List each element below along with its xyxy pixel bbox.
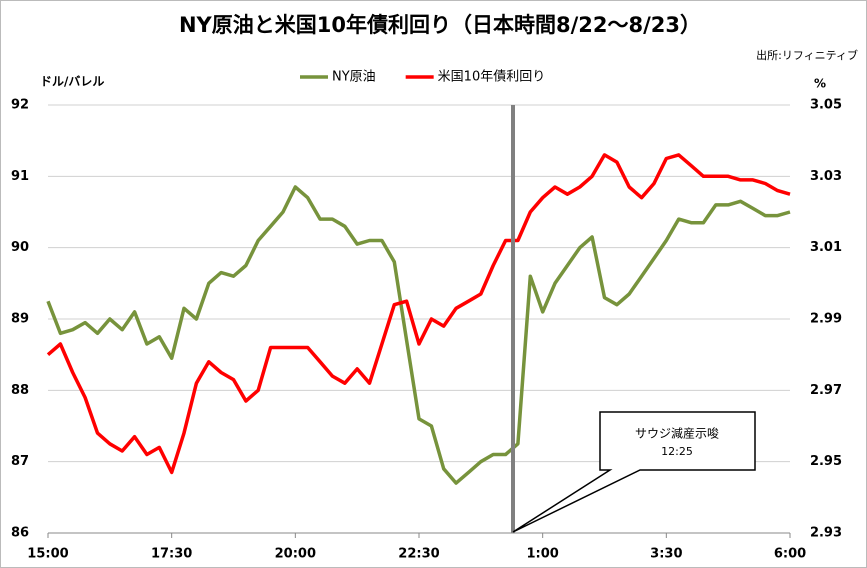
x-tick-label: 22:30 — [398, 547, 439, 562]
x-tick-label: 6:00 — [774, 547, 806, 562]
y-tick-label: 91 — [11, 169, 29, 184]
x-tick-label: 3:30 — [650, 547, 682, 562]
source: 出所:リフィニティブ — [756, 48, 858, 62]
annotation-time: 12:25 — [661, 445, 693, 458]
x-tick-label: 17:30 — [151, 547, 192, 562]
y2-tick-label: 2.95 — [810, 454, 842, 469]
legend-label: NY原油 — [332, 70, 376, 85]
y2-tick-label: 3.01 — [810, 240, 842, 255]
legend-label: 米国10年債利回り — [438, 70, 546, 85]
x-tick-label: 1:00 — [526, 547, 558, 562]
chart-title: NY原油と米国10年債利回り（日本時間8/22～8/23） — [179, 13, 701, 37]
x-tick-label: 15:00 — [27, 547, 68, 562]
y2-tick-label: 3.05 — [810, 98, 842, 113]
y-tick-label: 88 — [11, 383, 29, 398]
series-line — [46, 153, 791, 475]
y-tick-label: 89 — [11, 312, 29, 327]
y-tick-label: 90 — [11, 240, 29, 255]
y2-tick-label: 2.93 — [810, 526, 842, 541]
y-tick-label: 86 — [11, 526, 29, 541]
series-line — [46, 185, 791, 485]
y2-tick-label: 2.97 — [810, 383, 842, 398]
y-axis-label: ドル/バレル — [40, 75, 104, 89]
y2-tick-label: 3.03 — [810, 169, 842, 184]
y-tick-label: 87 — [11, 454, 29, 469]
y2-axis-label: % — [814, 77, 826, 91]
y2-tick-label: 2.99 — [810, 312, 842, 327]
callout — [512, 411, 756, 533]
y-tick-label: 92 — [11, 98, 29, 113]
annotation-text: サウジ減産示唆 — [635, 426, 719, 441]
x-tick-label: 20:00 — [275, 547, 316, 562]
